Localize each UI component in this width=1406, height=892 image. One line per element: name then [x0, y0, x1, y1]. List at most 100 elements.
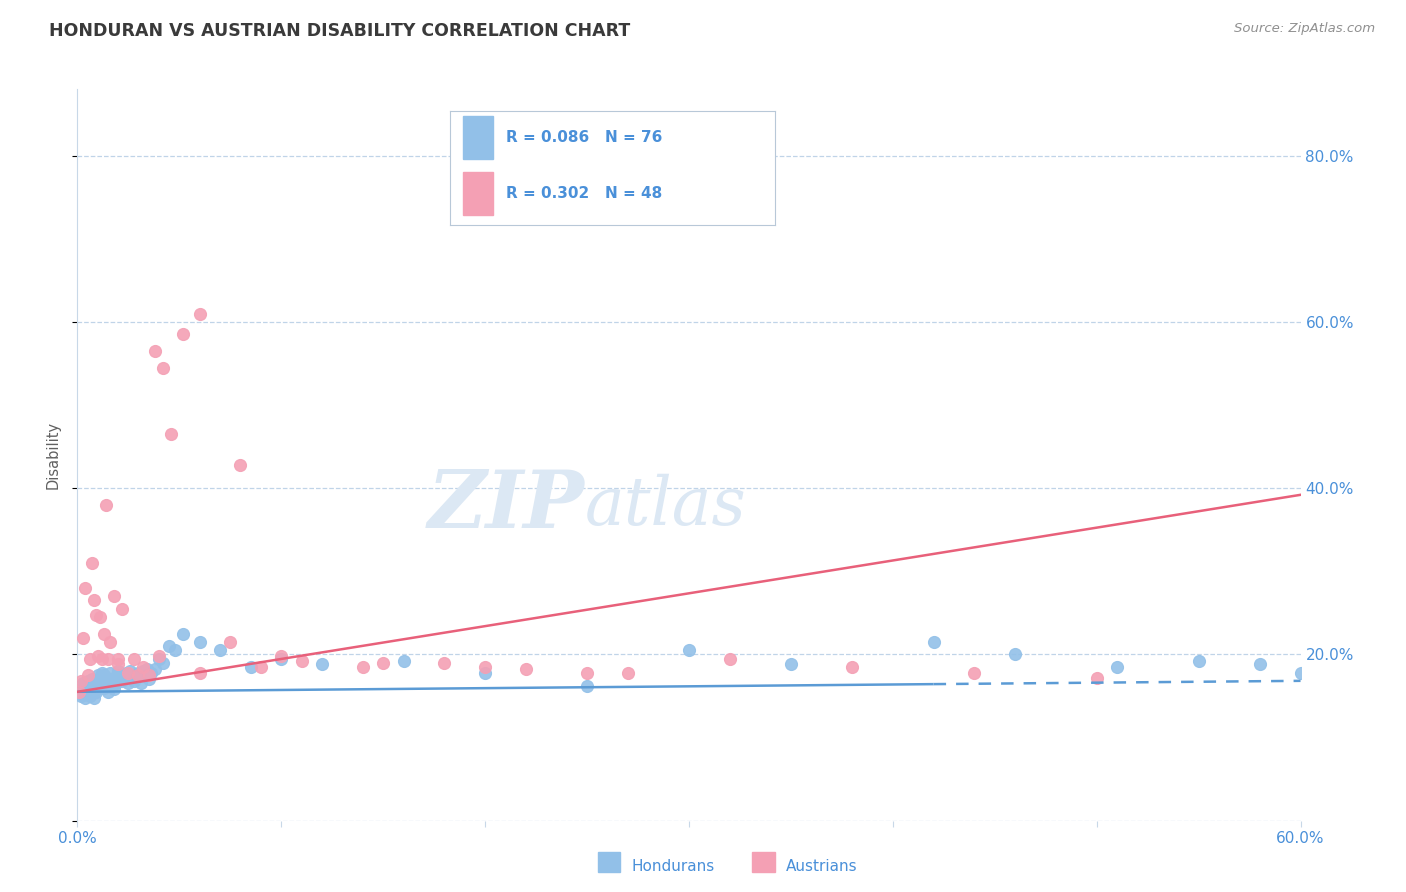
Point [139, 665, 162, 680]
Point [98, 665, 121, 680]
Point [1249, 657, 1271, 672]
Point [1107, 660, 1129, 674]
Point [124, 673, 146, 688]
Point [67, 681, 90, 695]
Point [84, 685, 107, 699]
Point [90, 651, 112, 665]
Point [128, 665, 150, 680]
Point [148, 651, 170, 665]
Point [93, 626, 115, 640]
Point [80, 556, 103, 570]
Point [108, 668, 131, 682]
Point [112, 671, 135, 685]
Text: R = 0.302   N = 48: R = 0.302 N = 48 [506, 186, 662, 202]
Point [89, 610, 111, 624]
Point [138, 673, 160, 687]
Point [101, 679, 124, 693]
Point [143, 662, 166, 676]
Point [1085, 671, 1108, 685]
Point [94, 498, 117, 512]
Point [107, 673, 129, 687]
Point [143, 344, 166, 359]
Point [84, 673, 107, 688]
Point [70, 689, 93, 703]
Point [922, 635, 945, 649]
Point [76, 673, 98, 688]
Point [103, 671, 125, 685]
Text: ZIP: ZIP [427, 467, 585, 545]
Point [188, 307, 211, 321]
Point [89, 679, 111, 693]
Point [157, 639, 180, 653]
Point [474, 660, 496, 674]
Point [209, 643, 232, 657]
Point [152, 360, 174, 375]
Point [270, 649, 292, 664]
Point [270, 651, 292, 665]
Point [67, 685, 90, 699]
Point [134, 668, 156, 682]
Point [76, 668, 98, 682]
Point [188, 665, 211, 680]
Point [172, 626, 194, 640]
Point [103, 682, 125, 697]
Point [83, 690, 105, 705]
Point [80, 685, 103, 699]
Point [128, 668, 150, 682]
Point [97, 685, 120, 699]
Point [83, 679, 105, 693]
Point [93, 681, 115, 695]
Point [515, 662, 537, 676]
Point [111, 601, 134, 615]
Point [94, 673, 117, 688]
Point [121, 668, 143, 682]
Point [84, 607, 107, 622]
Point [107, 657, 129, 672]
Point [67, 685, 90, 699]
Point [371, 656, 394, 670]
Point [72, 676, 94, 690]
Point [135, 662, 157, 676]
Point [98, 635, 121, 649]
Point [97, 651, 120, 665]
Point [392, 654, 415, 668]
Point [117, 676, 139, 690]
Point [90, 676, 112, 690]
Point [107, 651, 129, 665]
Point [1289, 665, 1312, 680]
Point [1004, 648, 1026, 662]
Point [229, 458, 252, 472]
Point [83, 593, 105, 607]
Point [76, 685, 98, 699]
Point [172, 327, 194, 342]
Point [841, 660, 863, 674]
Point [617, 665, 640, 680]
Point [311, 657, 333, 672]
Text: Austrians: Austrians [786, 859, 858, 873]
Point [780, 657, 803, 672]
Point [80, 673, 103, 687]
Point [239, 660, 262, 674]
Point [93, 668, 115, 682]
Point [97, 673, 120, 687]
Point [129, 676, 152, 690]
Text: Source: ZipAtlas.com: Source: ZipAtlas.com [1234, 22, 1375, 36]
Point [678, 643, 700, 657]
Point [98, 676, 121, 690]
Text: HONDURAN VS AUSTRIAN DISABILITY CORRELATION CHART: HONDURAN VS AUSTRIAN DISABILITY CORRELAT… [49, 22, 630, 40]
Point [89, 671, 111, 685]
Point [963, 665, 986, 680]
Point [718, 651, 741, 665]
Text: Hondurans: Hondurans [631, 859, 714, 873]
FancyBboxPatch shape [464, 116, 492, 159]
Point [107, 664, 129, 678]
Point [1188, 654, 1211, 668]
Point [115, 665, 138, 680]
FancyBboxPatch shape [464, 172, 492, 216]
Text: atlas: atlas [585, 474, 747, 539]
Point [103, 589, 125, 603]
Point [70, 673, 93, 688]
Point [79, 689, 101, 703]
Point [75, 690, 97, 705]
Point [124, 651, 146, 665]
